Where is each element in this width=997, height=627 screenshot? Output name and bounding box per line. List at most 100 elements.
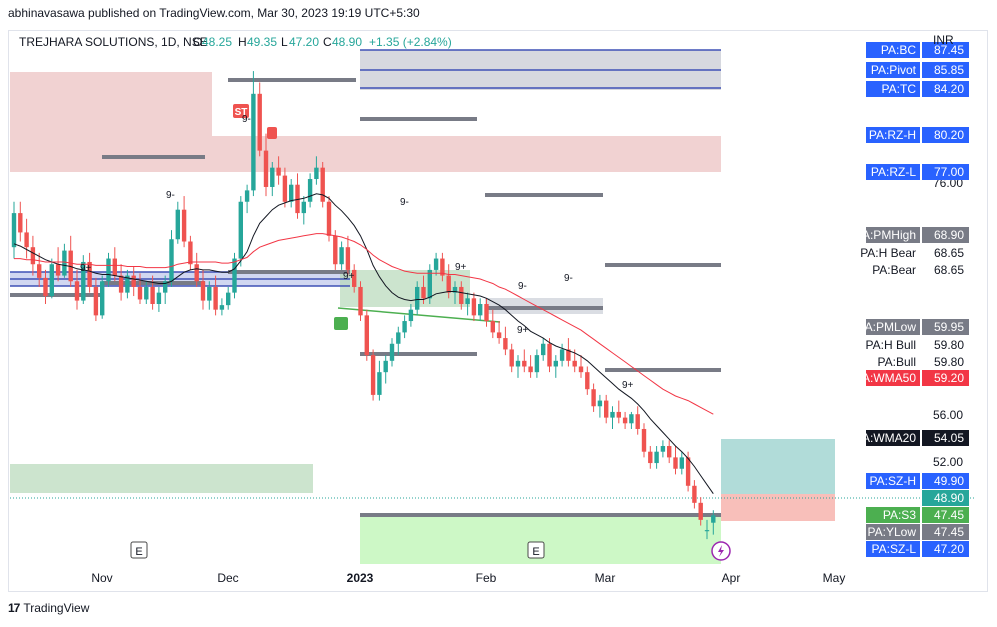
candle-body bbox=[30, 247, 36, 265]
level-tag: PA:PMHigh bbox=[855, 228, 916, 242]
level-value-bg bbox=[922, 62, 969, 78]
td-buy-count: 9+ bbox=[343, 271, 355, 282]
candle-body bbox=[137, 286, 143, 300]
level-tag-bg bbox=[866, 127, 920, 143]
candle-body bbox=[251, 93, 256, 191]
candle-body bbox=[43, 277, 48, 297]
level-value-bg bbox=[922, 370, 969, 386]
candle-body bbox=[648, 451, 653, 464]
candle-body bbox=[307, 179, 313, 202]
td-buy-count: 9+ bbox=[455, 262, 467, 273]
candle-body bbox=[408, 309, 414, 322]
candle-body bbox=[509, 349, 514, 367]
candle-body bbox=[692, 485, 697, 503]
support-zone-left bbox=[10, 464, 313, 493]
candle-body bbox=[698, 502, 703, 520]
candle-body bbox=[11, 213, 17, 248]
candle-body bbox=[226, 292, 231, 306]
level-value-bg bbox=[922, 507, 969, 523]
x-tick-label: Feb bbox=[476, 571, 497, 585]
candle-body bbox=[118, 275, 124, 293]
td-sell-count: 9- bbox=[166, 190, 175, 201]
level-tag-bg bbox=[866, 541, 920, 557]
candle-body bbox=[673, 457, 678, 469]
candle-body bbox=[591, 389, 596, 407]
legend-h-label: H bbox=[238, 35, 247, 49]
candle-body bbox=[131, 275, 136, 287]
level-tag: PA:WMA20 bbox=[855, 431, 916, 445]
candle-body bbox=[660, 446, 666, 452]
candle-body bbox=[49, 264, 54, 297]
candle-body bbox=[238, 201, 243, 259]
level-value-bg bbox=[922, 541, 969, 557]
level-value-bg bbox=[922, 473, 969, 489]
candle-body bbox=[478, 304, 483, 316]
level-value: 84.20 bbox=[934, 82, 964, 96]
candle-body bbox=[440, 258, 445, 276]
tradingview-logo[interactable]: 17 TradingView bbox=[8, 601, 89, 615]
level-tag: PA:H Bull bbox=[866, 338, 916, 352]
candle-body bbox=[112, 258, 117, 276]
st-badge-text: ST bbox=[235, 107, 248, 118]
level-tag-bg bbox=[866, 227, 920, 243]
level-tag: PA:SZ-H bbox=[870, 474, 916, 488]
candle-body bbox=[427, 269, 432, 299]
td-buy-count: 9+ bbox=[622, 380, 634, 391]
level-value: 49.90 bbox=[934, 474, 964, 488]
candle-body bbox=[459, 286, 464, 304]
last-price-value: 48.90 bbox=[934, 491, 964, 505]
candle-body bbox=[352, 269, 357, 287]
candle-body bbox=[219, 305, 225, 310]
level-tag: PA:RZ-H bbox=[869, 128, 916, 142]
level-tag-bg bbox=[866, 507, 920, 523]
candle-body bbox=[396, 332, 401, 344]
candle-body bbox=[194, 264, 199, 282]
level-value: 59.80 bbox=[934, 355, 964, 369]
level-tag: PA:YLow bbox=[868, 525, 917, 539]
moving-averages-layer bbox=[13, 193, 714, 494]
wma20-line bbox=[13, 193, 714, 494]
candle-body bbox=[547, 343, 552, 367]
legend-symbol: TREJHARA SOLUTIONS, 1D, NSE bbox=[19, 35, 208, 49]
level-value-bg bbox=[922, 430, 969, 446]
td-sell-count: 9- bbox=[242, 114, 251, 125]
candle-body bbox=[81, 261, 86, 301]
candle-body bbox=[257, 93, 262, 151]
y-tick-label: 56.00 bbox=[933, 408, 963, 422]
candle-body bbox=[74, 281, 80, 301]
candle-body bbox=[276, 167, 281, 176]
legend-c-value: 48.90 bbox=[332, 35, 362, 49]
legend-c-label: C bbox=[323, 35, 332, 49]
candle-body bbox=[314, 167, 319, 180]
candle-body bbox=[566, 349, 571, 361]
info-badge bbox=[267, 127, 277, 139]
candle-body bbox=[37, 264, 42, 278]
candle-body bbox=[295, 184, 300, 214]
candle-body bbox=[465, 298, 470, 304]
candle-body bbox=[207, 286, 212, 301]
candle-body bbox=[24, 232, 29, 248]
legend-l-value: 47.20 bbox=[289, 35, 319, 49]
candle-body bbox=[541, 343, 546, 356]
candle-body bbox=[169, 239, 174, 282]
level-tag: PA:PMLow bbox=[858, 320, 917, 334]
level-value-bg bbox=[922, 127, 969, 143]
level-value: 47.45 bbox=[934, 525, 964, 539]
chart-frame bbox=[8, 30, 988, 592]
candle-body bbox=[610, 411, 615, 418]
candle-body bbox=[685, 457, 691, 486]
level-value: 68.65 bbox=[934, 263, 964, 277]
level-value: 59.20 bbox=[934, 371, 964, 385]
td-sell-count: 9- bbox=[564, 273, 573, 284]
candle-body bbox=[616, 411, 621, 418]
candle-body bbox=[667, 446, 672, 458]
level-tag-bg bbox=[866, 430, 920, 446]
candle-body bbox=[175, 209, 180, 240]
candle-body bbox=[156, 292, 162, 304]
level-tag-bg bbox=[866, 319, 920, 335]
level-value-bg bbox=[922, 81, 969, 97]
candle-body bbox=[163, 281, 168, 293]
st-badge bbox=[233, 104, 249, 118]
level-tag: PA:H Bear bbox=[860, 246, 916, 260]
